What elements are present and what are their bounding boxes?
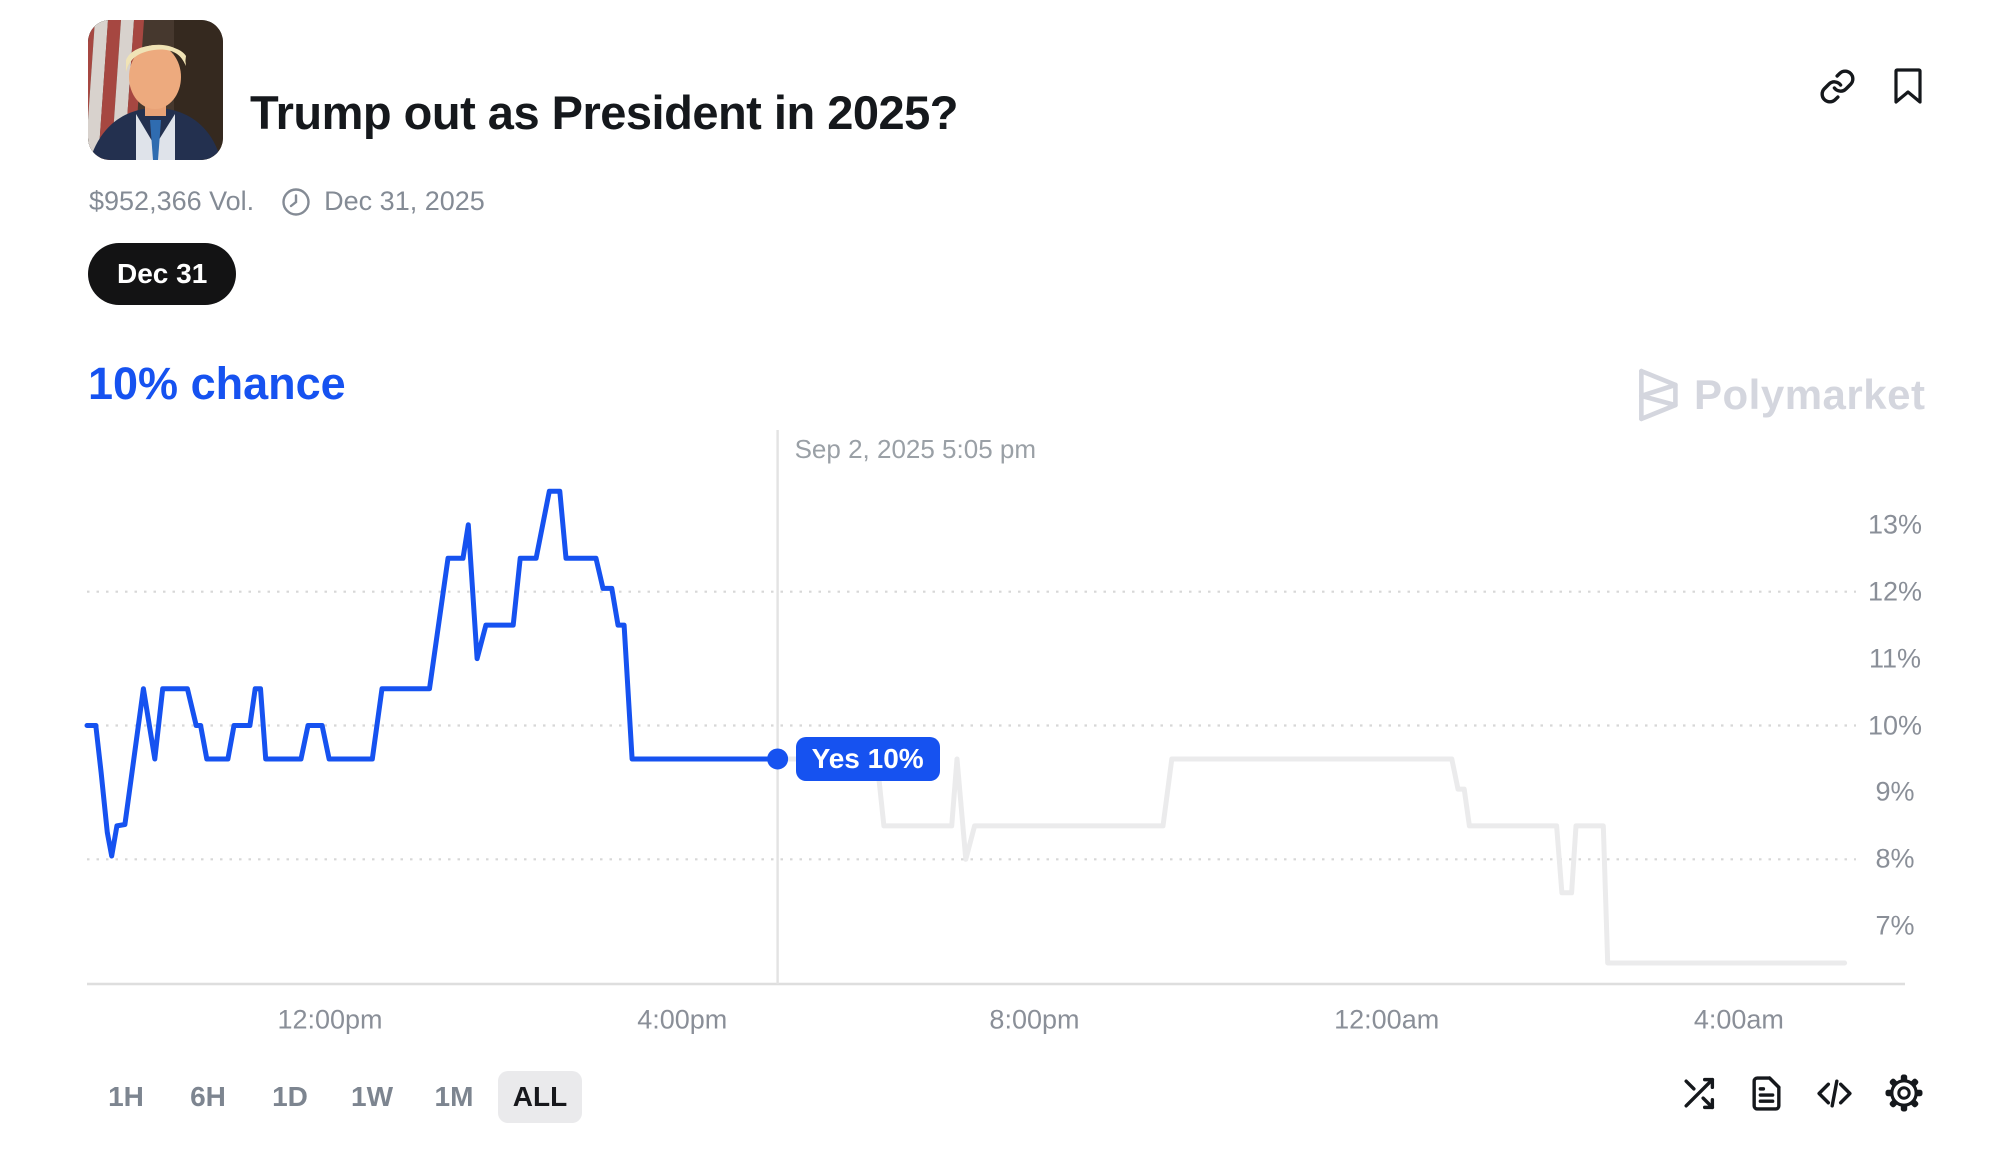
bookmark-button[interactable] [1892,66,1924,106]
polymarket-logo-icon [1634,364,1680,426]
header-actions [1819,66,1924,106]
y-tick-9%: 9% [1875,776,1915,807]
y-tick-7%: 7% [1875,910,1915,941]
x-tick-4:00pm: 4:00pm [637,1004,728,1035]
document-icon [1748,1075,1785,1112]
rules-button[interactable] [1748,1075,1785,1112]
shuffle-icon [1680,1075,1717,1112]
link-icon [1819,68,1856,105]
bookmark-icon [1892,66,1924,106]
series-yes-future-faded [774,756,1848,966]
settings-icon [1884,1073,1924,1113]
current-point-dot [767,748,789,770]
embed-button[interactable] [1816,1075,1853,1112]
cursor-tooltip: Sep 2, 2025 5:05 pm [794,434,1036,464]
timeframe-button-1m[interactable]: 1M [416,1071,492,1123]
y-tick-11%: 11% [1868,643,1922,674]
x-tick-8:00pm: 8:00pm [989,1004,1080,1035]
polymarket-watermark: Polymarket [1634,364,1925,426]
timeframe-button-6h[interactable]: 6H [170,1071,246,1123]
date-badge[interactable]: Dec 31 [88,243,237,305]
x-tick-12:00am: 12:00am [1334,1004,1440,1035]
timeframe-button-1d[interactable]: 1D [252,1071,328,1123]
market-avatar [88,20,223,160]
timeframe-button-all[interactable]: ALL [498,1071,582,1123]
timeframe-selector: 1H 6H 1D 1W 1M ALL [88,1071,582,1123]
y-tick-10%: 10% [1867,710,1923,740]
clock-icon [281,187,311,217]
trump-portrait-illustration [88,20,223,160]
chance-text: 10% chance [88,358,346,409]
series-yes-history [84,488,780,859]
y-tick-12%: 12% [1867,576,1923,607]
settings-button[interactable] [1884,1073,1924,1113]
page-title: Trump out as President in 2025? [250,86,958,140]
code-icon [1816,1075,1853,1112]
y-tick-8%: 8% [1875,843,1915,874]
shuffle-button[interactable] [1680,1075,1717,1112]
x-tick-12:00pm: 12:00pm [277,1004,383,1035]
timeframe-button-1h[interactable]: 1H [88,1071,164,1123]
copy-link-button[interactable] [1819,68,1856,105]
polymarket-wordmark: Polymarket [1694,371,1926,418]
volume-text: $952,366 Vol. [89,186,255,216]
y-tick-13%: 13% [1867,509,1923,540]
x-tick-4:00am: 4:00am [1693,1004,1784,1035]
chart-tools [1680,1073,1924,1113]
end-date-text: Dec 31, 2025 [324,186,485,216]
market-meta: $952,366 Vol. Dec 31, 2025 [89,186,485,217]
timeframe-button-1w[interactable]: 1W [334,1071,410,1123]
current-price-badge: Yes 10% [795,736,940,781]
